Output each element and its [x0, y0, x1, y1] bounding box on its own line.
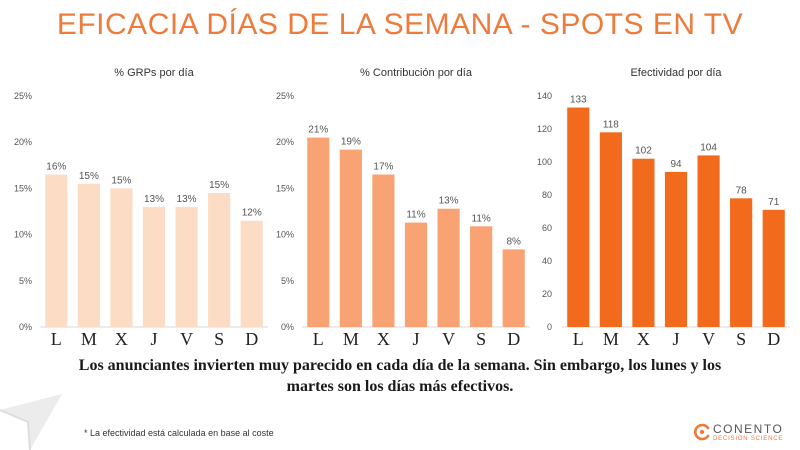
- x-tick-label: D: [767, 329, 780, 345]
- x-tick-label: S: [214, 329, 224, 345]
- data-label: 21%: [308, 125, 328, 136]
- data-label: 11%: [472, 213, 491, 224]
- brand-logo: CONENTO DECISION SCIENCE: [693, 420, 793, 446]
- x-tick-label: J: [150, 329, 157, 345]
- bar: [175, 206, 198, 327]
- chart-title: % Contribución por día: [360, 67, 473, 79]
- bar: [730, 198, 753, 327]
- brand-tagline: DECISION SCIENCE: [713, 436, 784, 442]
- y-tick-label: 5%: [281, 276, 294, 286]
- brand-name: CONENTO: [713, 422, 784, 436]
- bar: [437, 208, 460, 327]
- bar: [762, 209, 785, 327]
- y-tick-label: 15%: [276, 183, 294, 193]
- bar: [372, 174, 395, 327]
- bar: [240, 220, 263, 327]
- conento-logo-icon: [694, 423, 710, 441]
- data-label: 8%: [506, 236, 521, 247]
- chart-title: Efectividad por día: [630, 67, 722, 79]
- bar: [502, 249, 525, 327]
- bar: [404, 222, 428, 327]
- chart-title: % GRPs por día: [114, 67, 194, 79]
- x-tick-label: L: [573, 329, 584, 345]
- y-tick-label: 0%: [19, 322, 32, 332]
- data-label: 94: [670, 159, 682, 170]
- data-label: 13%: [439, 196, 459, 207]
- y-tick-label: 15%: [14, 183, 32, 193]
- x-tick-label: J: [412, 329, 419, 345]
- bar: [697, 155, 720, 327]
- data-label: 104: [700, 142, 717, 153]
- x-tick-label: M: [343, 329, 359, 345]
- y-tick-label: 100: [537, 157, 552, 167]
- y-tick-label: 40: [542, 256, 552, 266]
- y-tick-label: 10%: [14, 230, 32, 240]
- y-tick-label: 120: [537, 124, 552, 134]
- y-tick-label: 80: [542, 190, 552, 200]
- x-tick-label: X: [377, 329, 390, 345]
- x-tick-label: D: [507, 329, 520, 345]
- data-label: 13%: [177, 194, 197, 205]
- x-tick-label: D: [245, 329, 258, 345]
- x-tick-label: X: [637, 329, 650, 345]
- x-tick-label: L: [51, 329, 62, 345]
- data-label: 17%: [373, 162, 393, 173]
- bar: [110, 188, 133, 327]
- data-label: 71: [768, 197, 780, 208]
- data-label: 78: [736, 185, 748, 196]
- bar: [664, 171, 688, 327]
- x-tick-label: M: [603, 329, 619, 345]
- y-tick-label: 25%: [276, 91, 294, 101]
- y-tick-label: 0%: [281, 322, 294, 332]
- y-tick-label: 20%: [276, 137, 294, 147]
- y-tick-label: 25%: [14, 91, 32, 101]
- x-tick-label: J: [672, 329, 679, 345]
- data-label: 15%: [111, 175, 131, 186]
- bar: [339, 149, 362, 327]
- bar: [599, 132, 622, 327]
- x-tick-label: M: [81, 329, 97, 345]
- y-tick-label: 140: [537, 91, 552, 101]
- y-tick-label: 60: [542, 223, 552, 233]
- data-label: 15%: [79, 171, 99, 182]
- bar: [470, 226, 493, 327]
- charts-area: % GRPs por día 0% 5% 10% 15% 20% 25% 16% L 15% M 15…: [14, 67, 790, 345]
- bar: [208, 193, 231, 327]
- y-tick-label: 5%: [19, 276, 32, 286]
- y-tick-label: 0: [547, 322, 552, 332]
- summary-text: Los anunciantes invierten muy parecido e…: [78, 357, 722, 395]
- slide-title: EFICACIA DÍAS DE LA SEMANA - SPOTS EN TV: [56, 8, 744, 41]
- data-label: 118: [603, 119, 619, 130]
- data-label: 13%: [144, 194, 164, 205]
- x-tick-label: S: [736, 329, 746, 345]
- x-tick-label: V: [442, 329, 455, 345]
- decorative-arrow-icon: [0, 394, 62, 450]
- data-label: 15%: [209, 180, 229, 191]
- data-label: 133: [570, 95, 587, 106]
- bar: [45, 174, 68, 327]
- data-label: 11%: [406, 210, 425, 221]
- bar: [567, 107, 590, 327]
- x-tick-label: V: [180, 329, 193, 345]
- data-label: 102: [635, 146, 652, 157]
- y-tick-label: 20%: [14, 137, 32, 147]
- x-tick-label: L: [313, 329, 324, 345]
- bar: [77, 183, 100, 327]
- data-label: 16%: [46, 162, 66, 173]
- bar: [632, 158, 655, 327]
- y-tick-label: 10%: [276, 230, 294, 240]
- footnote: * La efectividad está calculada en base …: [84, 428, 274, 438]
- x-tick-label: S: [476, 329, 486, 345]
- x-tick-label: V: [702, 329, 715, 345]
- x-tick-label: X: [115, 329, 128, 345]
- bar: [142, 206, 166, 327]
- bar: [307, 137, 330, 327]
- y-tick-label: 20: [542, 289, 552, 299]
- data-label: 12%: [242, 208, 262, 219]
- data-label: 19%: [341, 137, 361, 148]
